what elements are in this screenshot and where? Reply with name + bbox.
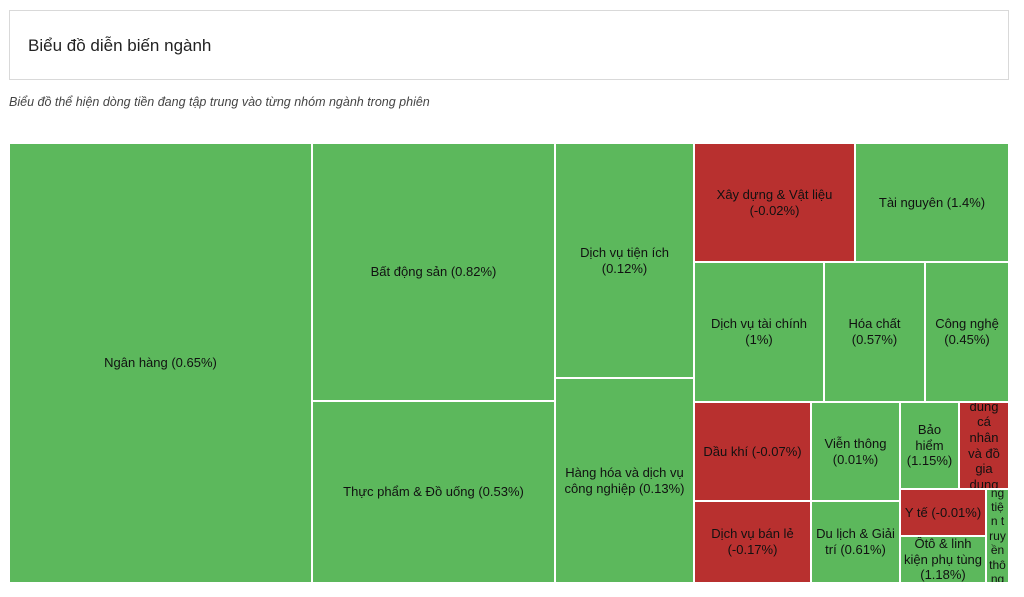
treemap-tile[interactable]: Công nghệ (0.45%) xyxy=(925,262,1009,402)
treemap-tile[interactable]: Dịch vụ tài chính (1%) xyxy=(694,262,824,402)
treemap-tile[interactable]: Thực phẩm & Đồ uống (0.53%) xyxy=(312,401,555,583)
treemap-tile[interactable]: Ngân hàng (0.65%) xyxy=(9,143,312,583)
treemap-tile-label: Bất động sản (0.82%) xyxy=(370,264,497,280)
treemap-tile-label: Viễn thông (0.01%) xyxy=(824,435,887,467)
treemap-tile-label: Đồ dùng cá nhân và đồ gia dụng (-0.1%) xyxy=(968,402,1000,489)
treemap-tile[interactable]: Hàng hóa và dịch vụ công nghiệp (0.13%) xyxy=(555,378,694,583)
treemap-tile-label: Ngân hàng (0.65%) xyxy=(104,355,217,371)
treemap-tile-label: Dịch vụ bán lẻ (-0.17%) xyxy=(711,526,794,557)
treemap-tile[interactable]: Hóa chất (0.57%) xyxy=(824,262,925,402)
treemap-tile[interactable]: Dầu khí (-0.07%) xyxy=(694,402,811,501)
treemap-tile[interactable]: Bất động sản (0.82%) xyxy=(312,143,555,401)
treemap-tile[interactable]: Y tế (-0.01%) xyxy=(900,489,986,536)
treemap-tile-label: Thực phẩm & Đồ uống (0.53%) xyxy=(343,484,524,500)
treemap-tile[interactable]: Tài nguyên (1.4%) xyxy=(855,143,1009,262)
treemap-tile[interactable]: Ôtô & linh kiện phụ tùng (1.18%) xyxy=(900,536,986,583)
treemap-tile[interactable]: Xây dựng & Vật liệu (-0.02%) xyxy=(694,143,855,262)
treemap-tile-label: Phương tiện truyền thông (2.1 xyxy=(989,489,1006,583)
treemap-tile-label: Tài nguyên (1.4%) xyxy=(878,194,986,210)
treemap-tile[interactable]: Viễn thông (0.01%) xyxy=(811,402,900,501)
treemap-tile-label: Y tế (-0.01%) xyxy=(904,504,982,520)
chart-subtitle: Biểu đồ thể hiện dòng tiền đang tập trun… xyxy=(9,95,430,109)
treemap-tile[interactable]: Đồ dùng cá nhân và đồ gia dụng (-0.1%) xyxy=(959,402,1009,489)
treemap-tile-label: Dịch vụ tài chính (1%) xyxy=(710,316,808,347)
treemap-tile-label: Bảo hiểm (1.15%) xyxy=(906,422,953,469)
treemap-tile[interactable]: Dịch vụ bán lẻ (-0.17%) xyxy=(694,501,811,583)
treemap-tile[interactable]: Dịch vụ tiện ích (0.12%) xyxy=(555,143,694,378)
treemap-tile-label: Du lịch & Giải trí (0.61%) xyxy=(816,526,895,557)
treemap-tile-label: Dịch vụ tiện ích (0.12%) xyxy=(580,244,669,276)
chart-header-card: Biểu đồ diễn biến ngành xyxy=(9,10,1009,80)
treemap-tile-label: Xây dựng & Vật liệu (-0.02%) xyxy=(716,186,833,218)
treemap-tile-label: Ôtô & linh kiện phụ tùng (1.18%) xyxy=(903,536,983,583)
treemap-tile[interactable]: Phương tiện truyền thông (2.1 xyxy=(986,489,1009,583)
treemap-tile-label: Công nghệ (0.45%) xyxy=(935,316,999,347)
treemap-tile[interactable]: Bảo hiểm (1.15%) xyxy=(900,402,959,489)
treemap-tile-label: Hóa chất (0.57%) xyxy=(848,316,901,347)
treemap-tile-label: Hàng hóa và dịch vụ công nghiệp (0.13%) xyxy=(564,464,685,496)
chart-title: Biểu đồ diễn biến ngành xyxy=(28,36,212,55)
sector-treemap: Ngân hàng (0.65%) Bất động sản (0.82%) Thự… xyxy=(9,143,1009,583)
treemap-tile[interactable]: Du lịch & Giải trí (0.61%) xyxy=(811,501,900,583)
treemap-tile-label: Dầu khí (-0.07%) xyxy=(703,443,802,459)
